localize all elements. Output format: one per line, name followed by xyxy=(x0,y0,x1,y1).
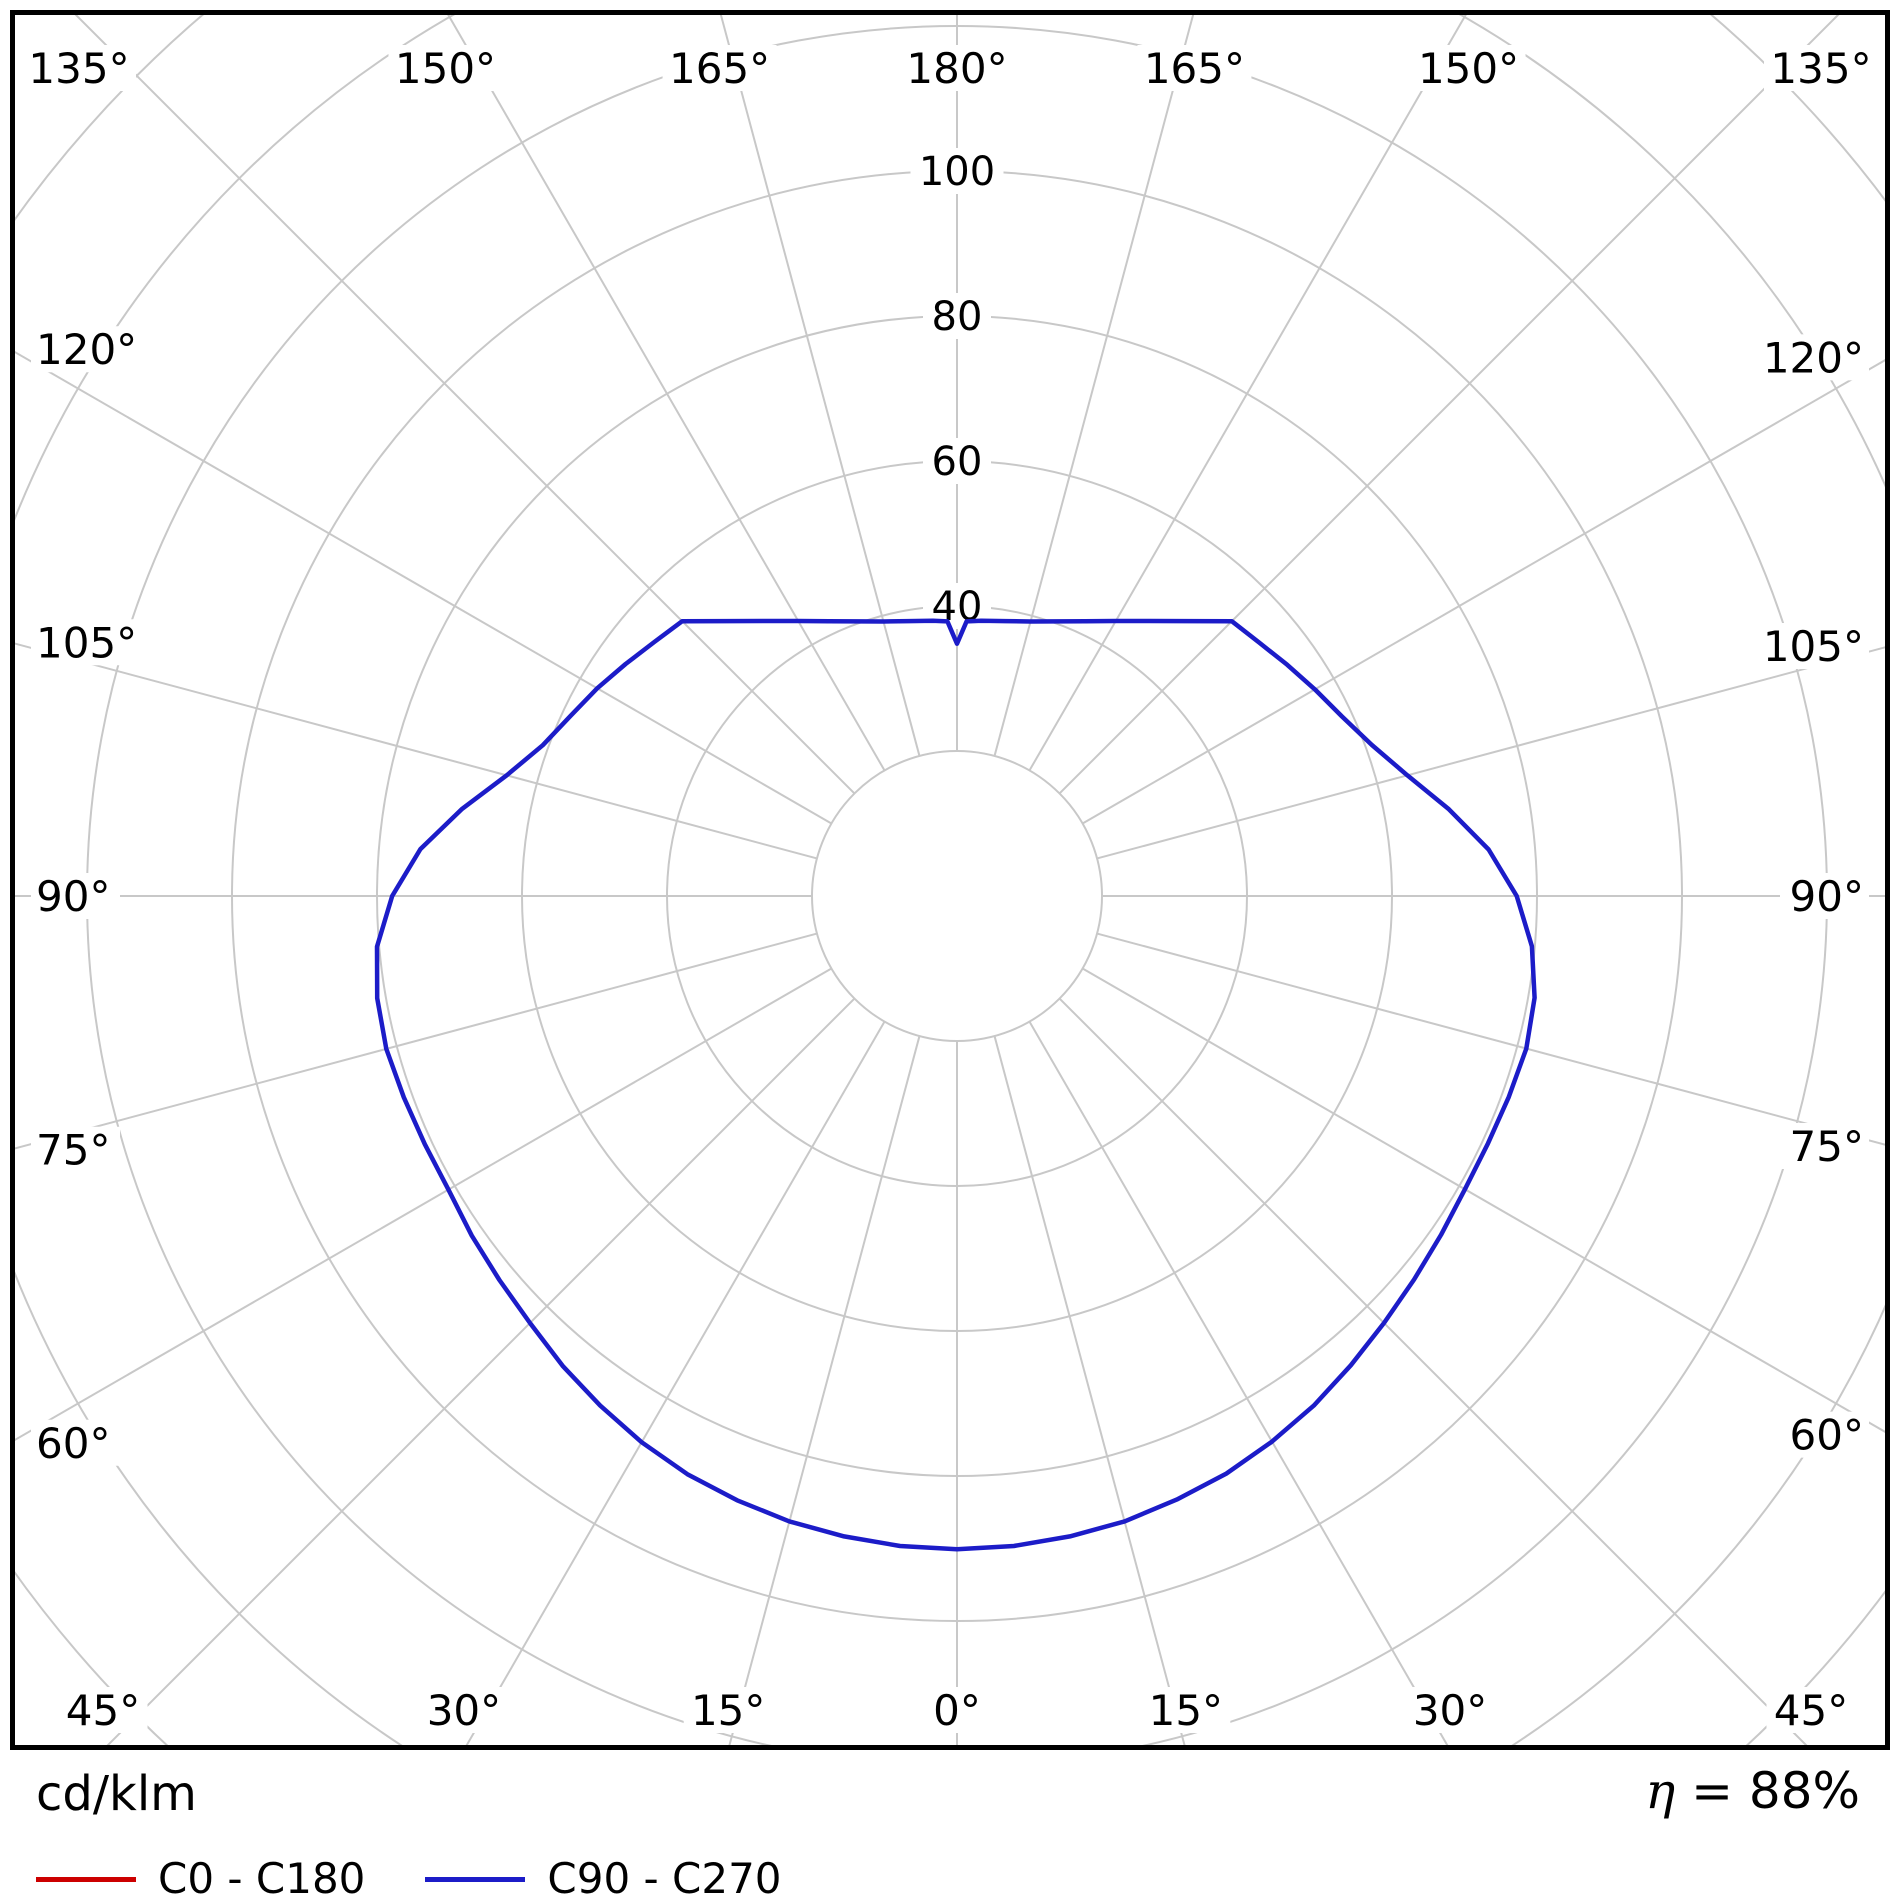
angle-label: 165° xyxy=(669,44,770,93)
radial-tick-label: 80 xyxy=(932,294,983,340)
eta-symbol: η xyxy=(1645,1762,1676,1820)
angle-label-halo xyxy=(925,1687,989,1733)
angle-label: 30° xyxy=(427,1686,501,1735)
efficiency-label: η = 88% xyxy=(1645,1762,1860,1820)
radial-tick-label: 60 xyxy=(932,439,983,485)
angle-label: 15° xyxy=(1149,1686,1223,1735)
angle-label: 105° xyxy=(1763,622,1864,671)
radial-tick-halo xyxy=(910,148,1004,194)
angle-label-halo xyxy=(31,1126,120,1173)
angle-label-halo xyxy=(1755,334,1869,381)
grid-spoke xyxy=(1058,997,1813,1750)
angle-label: 105° xyxy=(36,618,137,667)
legend-label-c0-c180: C0 - C180 xyxy=(158,1854,366,1903)
angle-label: 60° xyxy=(1790,1411,1864,1460)
angle-label-halo xyxy=(1780,873,1869,919)
angle-label: 90° xyxy=(36,872,110,921)
angle-label: 180° xyxy=(906,44,1007,93)
angle-label-halo xyxy=(1764,45,1878,91)
radial-tick-halo xyxy=(923,438,991,484)
legend-line-c90-c270 xyxy=(425,1876,526,1882)
grid-spoke xyxy=(10,348,832,825)
angle-label-halo xyxy=(1137,45,1252,91)
grid-spoke xyxy=(444,10,886,771)
angle-label-halo xyxy=(31,873,120,919)
intensity-curve xyxy=(374,618,1537,1552)
angle-label-halo xyxy=(1780,1122,1869,1169)
angle-label-halo xyxy=(1411,45,1526,91)
grid-spoke xyxy=(10,932,818,1151)
angle-label-halo xyxy=(31,1419,120,1466)
angle-label-halo xyxy=(58,1687,148,1733)
angle-label: 120° xyxy=(36,325,137,374)
eta-value: = 88% xyxy=(1691,1762,1860,1820)
legend-item-c0-c180: C0 - C180 xyxy=(36,1858,365,1900)
angle-label: 165° xyxy=(1144,44,1245,93)
angle-label: 75° xyxy=(36,1126,110,1175)
angle-label: 120° xyxy=(1763,333,1864,382)
legend-item-c90-c270: C90 - C270 xyxy=(425,1854,782,1903)
angle-label-halo xyxy=(1766,1687,1856,1733)
grid-spoke xyxy=(1082,356,1890,825)
angle-label-halo xyxy=(31,326,145,373)
angle-label-halo xyxy=(22,45,136,91)
angle-label-halo xyxy=(1755,623,1869,670)
grid-spoke xyxy=(1058,10,1845,795)
grid-spoke xyxy=(101,997,856,1750)
angle-label: 60° xyxy=(36,1419,110,1468)
grid-spoke xyxy=(1096,932,1890,1148)
angle-label-halo xyxy=(1141,1687,1231,1733)
grid-spoke xyxy=(1028,1021,1452,1750)
angle-label: 150° xyxy=(1418,44,1519,93)
plot-border xyxy=(10,10,1890,1750)
angle-label-halo xyxy=(1780,1411,1869,1458)
grid-circle xyxy=(10,10,1890,1750)
angle-label-halo xyxy=(1405,1687,1495,1733)
legend: C0 - C180 C90 - C270 xyxy=(36,1858,782,1900)
angle-label-halo xyxy=(683,1687,773,1733)
units-label: cd/klm xyxy=(36,1766,197,1822)
radial-tick-label: 100 xyxy=(919,149,995,195)
angle-label: 135° xyxy=(28,44,129,93)
angle-label-halo xyxy=(388,45,503,91)
grid-spoke xyxy=(993,1035,1187,1750)
angle-label: 45° xyxy=(1774,1686,1848,1735)
grid-spoke xyxy=(1096,644,1890,860)
angle-label: 0° xyxy=(933,1686,981,1735)
grid-spoke xyxy=(10,967,832,1444)
grid-spoke xyxy=(993,10,1196,757)
angle-label: 45° xyxy=(66,1686,140,1735)
grid-circle xyxy=(10,10,1890,1750)
angle-label-halo xyxy=(662,45,777,91)
angle-label-halo xyxy=(419,1687,509,1733)
grid-spoke xyxy=(1082,967,1890,1436)
grid-spoke xyxy=(1028,10,1470,771)
angle-label: 150° xyxy=(395,44,496,93)
angle-label: 15° xyxy=(691,1686,765,1735)
angle-label: 75° xyxy=(1790,1122,1864,1171)
angle-label: 30° xyxy=(1413,1686,1487,1735)
grid-spoke xyxy=(10,641,818,860)
legend-label-c90-c270: C90 - C270 xyxy=(547,1854,782,1903)
grid-spoke xyxy=(69,10,856,795)
grid-spoke xyxy=(718,10,921,757)
grid-circle xyxy=(811,750,1103,1042)
grid-spoke xyxy=(462,1021,886,1750)
angle-label: 90° xyxy=(1790,872,1864,921)
legend-line-c0-c180 xyxy=(36,1876,136,1882)
angle-label-halo xyxy=(900,45,1014,91)
angle-label-halo xyxy=(31,619,145,666)
radial-tick-halo xyxy=(923,293,991,339)
angle-label: 135° xyxy=(1770,44,1871,93)
grid-spoke xyxy=(727,1035,921,1750)
